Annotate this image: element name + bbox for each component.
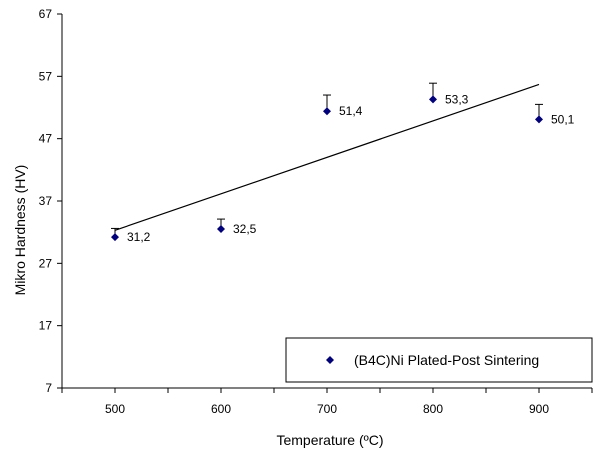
y-tick-label: 47 [39, 132, 53, 146]
data-label-layer: 31,2 32,5 51,4 53,3 50,1 [127, 92, 575, 244]
data-point [323, 107, 331, 115]
y-tick-label: 57 [39, 69, 53, 83]
x-tick-label: 600 [211, 402, 231, 416]
legend: (B4C)Ni Plated-Post Sintering [286, 338, 592, 382]
data-point-layer [111, 95, 543, 241]
data-label: 32,5 [233, 222, 257, 236]
y-tick-label: 27 [39, 256, 53, 270]
y-tick-label: 7 [45, 381, 52, 395]
legend-entry-label: (B4C)Ni Plated-Post Sintering [354, 352, 539, 368]
x-axis-title: Temperature (ºC) [276, 432, 383, 448]
y-tick-label: 67 [39, 7, 53, 21]
data-point [111, 233, 119, 241]
data-label: 50,1 [551, 112, 575, 126]
data-label: 53,3 [445, 92, 469, 106]
data-point [535, 115, 543, 123]
x-tick-label: 800 [423, 402, 443, 416]
y-axis-title: Mikro Hardness (HV) [12, 165, 28, 296]
x-tick-label: 500 [105, 402, 125, 416]
x-tick-label: 700 [317, 402, 337, 416]
x-tick-label: 900 [529, 402, 549, 416]
data-label: 31,2 [127, 230, 151, 244]
data-point [429, 95, 437, 103]
error-bar-layer [111, 83, 543, 237]
y-tick-label: 17 [39, 319, 53, 333]
data-label: 51,4 [339, 104, 363, 118]
y-tick-label: 37 [39, 194, 53, 208]
data-point [217, 225, 225, 233]
